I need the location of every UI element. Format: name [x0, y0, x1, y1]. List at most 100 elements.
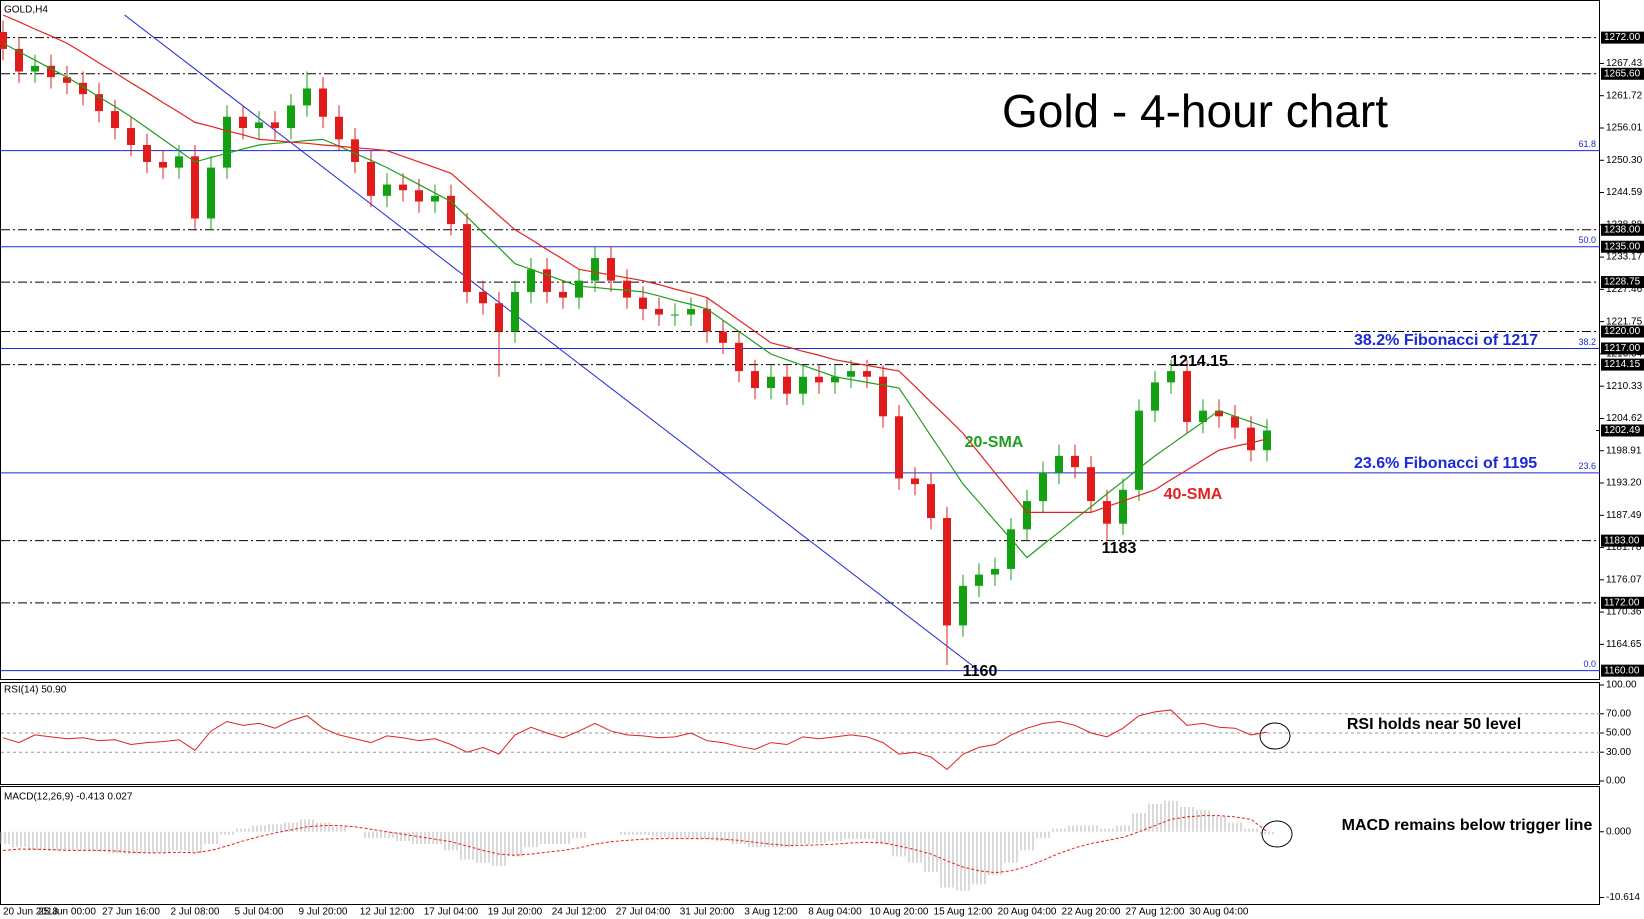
symbol-label: GOLD,H4: [4, 5, 48, 16]
sma-line: [2, 42, 1268, 559]
candle-body: [1199, 410, 1207, 422]
rsi-note: RSI holds near 50 level: [1347, 716, 1521, 733]
sma-label: 40-SMA: [1164, 486, 1223, 503]
candle-body: [1039, 472, 1047, 502]
y-tick-label: 0.000: [1606, 826, 1631, 837]
candle-body: [223, 116, 231, 168]
candle-body: [159, 161, 167, 168]
candle-body: [271, 122, 279, 129]
candle-body: [111, 111, 119, 129]
chart-title: Gold - 4-hour chart: [1002, 85, 1388, 137]
fib-note: 23.6% Fibonacci of 1195: [1354, 455, 1537, 472]
y-tick-label: -10.614: [1606, 892, 1640, 903]
x-tick-label: 17 Jul 04:00: [424, 907, 479, 918]
x-tick-label: 19 Jul 20:00: [488, 907, 543, 918]
price-box: [1601, 31, 1644, 44]
candle-body: [1087, 467, 1095, 502]
candle-body: [175, 156, 183, 168]
price-box-label: 1235.00: [1604, 241, 1641, 252]
x-tick-label: 24 Jul 12:00: [552, 907, 607, 918]
candle-body: [975, 574, 983, 586]
y-tick-label: 1221.75: [1606, 316, 1643, 327]
price-box-label: 1228.75: [1604, 277, 1641, 288]
candle-body: [991, 568, 999, 575]
candle-body: [143, 145, 151, 162]
candle-body: [655, 308, 663, 315]
candle-body: [719, 331, 727, 343]
y-tick-label: 1187.49: [1606, 510, 1642, 521]
x-tick-label: 31 Jul 20:00: [680, 907, 735, 918]
price-box-label: 1217.00: [1604, 343, 1641, 354]
sma-label: 20-SMA: [965, 434, 1024, 451]
candle-body: [591, 258, 599, 281]
y-tick-label: 1170.36: [1606, 607, 1642, 618]
candle-body: [303, 88, 311, 106]
y-tick-label: 1198.91: [1606, 445, 1642, 456]
candle-body: [735, 342, 743, 372]
macd-signal: [2, 815, 1268, 874]
candle-body: [959, 585, 967, 626]
fib-note: 38.2% Fibonacci of 1217: [1354, 332, 1538, 349]
candle-body: [495, 303, 503, 332]
candle-body: [1007, 529, 1015, 569]
candle-body: [47, 65, 55, 78]
x-tick-label: 27 Jul 04:00: [616, 907, 671, 918]
candle-body: [383, 184, 391, 196]
fib-ratio: 0.0: [1583, 659, 1596, 669]
candle-body: [239, 116, 247, 129]
price-box-label: 1272.00: [1604, 32, 1641, 43]
candle-body: [879, 376, 887, 417]
x-tick-label: 2 Jul 08:00: [171, 907, 220, 918]
candle-body: [79, 82, 87, 95]
price-box-label: 1183.00: [1604, 535, 1640, 546]
candle-body: [671, 314, 679, 316]
y-tick-label: 50.00: [1606, 728, 1631, 739]
x-tick-label: 27 Jun 16:00: [102, 907, 160, 918]
candle-body: [687, 308, 695, 315]
candle-body: [367, 161, 375, 196]
x-tick-label: 30 Aug 04:00: [1190, 907, 1249, 918]
price-annotation: 1160: [963, 663, 998, 680]
x-tick-label: 25 Jun 00:00: [38, 907, 96, 918]
candle-body: [95, 94, 103, 112]
macd-note: MACD remains below trigger line: [1342, 817, 1593, 834]
candle-body: [1167, 371, 1175, 383]
candle-body: [543, 269, 551, 292]
price-box: [1601, 240, 1644, 253]
y-tick-label: 30.00: [1606, 747, 1631, 758]
y-tick-label: 1244.59: [1606, 187, 1643, 198]
candle-body: [527, 269, 535, 292]
candle-body: [1135, 410, 1143, 490]
candle-body: [287, 105, 295, 129]
x-tick-label: 3 Aug 12:00: [744, 907, 798, 918]
price-box: [1601, 664, 1644, 677]
price-box-label: 1214.15: [1604, 359, 1641, 370]
price-box: [1601, 596, 1644, 609]
x-tick-label: 20 Jun 2018: [3, 907, 58, 918]
price-box-label: 1238.00: [1604, 224, 1641, 235]
y-tick-label: 1193.20: [1606, 478, 1642, 489]
y-tick-label: 0.00: [1606, 776, 1626, 787]
trendline: [124, 14, 980, 672]
candle-body: [767, 376, 775, 389]
y-tick-label: 1233.17: [1606, 252, 1643, 263]
price-box: [1601, 534, 1644, 547]
macd-highlight: [1261, 820, 1293, 848]
candle-body: [815, 376, 823, 383]
candle-body: [335, 116, 343, 140]
candle-body: [863, 371, 871, 377]
candle-body: [431, 195, 439, 202]
rsi-line: [2, 709, 1268, 771]
price-box: [1601, 276, 1644, 289]
candle-body: [1215, 410, 1223, 417]
x-tick-label: 22 Aug 20:00: [1062, 907, 1121, 918]
candle-body: [783, 376, 791, 394]
candle-body: [511, 291, 519, 332]
price-box-label: 1265.60: [1604, 68, 1641, 79]
x-tick-label: 10 Aug 20:00: [870, 907, 929, 918]
candle-body: [1151, 382, 1159, 411]
fib-ratio: 61.8: [1578, 139, 1596, 149]
candle-body: [1263, 430, 1271, 451]
candle-body: [1103, 501, 1111, 524]
